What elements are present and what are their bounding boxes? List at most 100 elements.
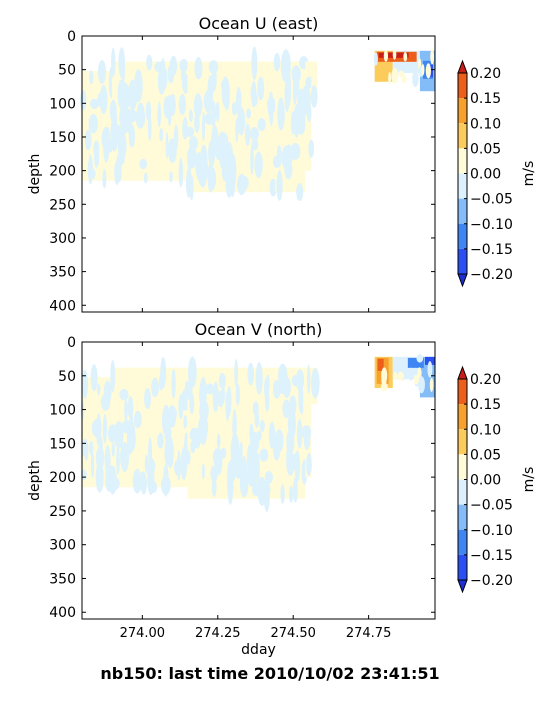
velocity-patch bbox=[167, 63, 175, 84]
colorbar-bin bbox=[458, 173, 467, 199]
y-tick-label: 100 bbox=[49, 96, 76, 112]
velocity-patch bbox=[257, 76, 265, 101]
velocity-patch bbox=[171, 368, 176, 399]
colorbar-bin bbox=[458, 504, 467, 530]
velocity-patch bbox=[90, 451, 95, 478]
velocity-patch bbox=[408, 367, 414, 381]
velocity-patch bbox=[108, 465, 117, 495]
velocity-patch bbox=[277, 97, 285, 131]
velocity-patch bbox=[163, 463, 169, 497]
velocity-patch bbox=[117, 131, 127, 160]
colorbar-bin bbox=[458, 198, 467, 224]
velocity-patch bbox=[280, 484, 285, 504]
colorbar-bin bbox=[458, 479, 467, 505]
velocity-patch bbox=[239, 441, 243, 461]
velocity-patch bbox=[418, 376, 425, 394]
velocity-patch bbox=[398, 70, 405, 78]
colorbar-label: m/s bbox=[521, 161, 537, 187]
panel-title: Ocean U (east) bbox=[199, 14, 319, 33]
velocity-patch bbox=[89, 70, 94, 85]
velocity-patch bbox=[218, 372, 226, 389]
velocity-patch bbox=[303, 425, 311, 451]
velocity-patch bbox=[232, 408, 237, 442]
colorbar-bin bbox=[458, 404, 467, 430]
velocity-patch bbox=[227, 387, 232, 413]
velocity-patch bbox=[102, 168, 107, 189]
velocity-patch bbox=[187, 160, 191, 176]
velocity-patch bbox=[98, 436, 103, 459]
velocity-patch bbox=[171, 408, 178, 419]
velocity-patch bbox=[216, 433, 221, 449]
velocity-patch bbox=[111, 442, 115, 457]
velocity-patch bbox=[292, 74, 297, 105]
velocity-patch bbox=[252, 91, 258, 107]
velocity-patch bbox=[119, 388, 129, 401]
velocity-patch bbox=[207, 74, 214, 104]
velocity-patch bbox=[257, 476, 267, 506]
velocity-patch bbox=[308, 139, 315, 158]
velocity-patch bbox=[96, 383, 101, 396]
velocity-patch bbox=[425, 63, 431, 79]
plot-frame bbox=[81, 341, 436, 620]
velocity-patch bbox=[287, 72, 291, 107]
velocity-patch bbox=[289, 485, 294, 503]
velocity-patch bbox=[249, 127, 260, 141]
colorbar-under-extension bbox=[457, 273, 468, 288]
velocity-patch bbox=[273, 52, 281, 72]
velocity-patch bbox=[88, 440, 94, 456]
colorbar-tick-label: 0.15 bbox=[470, 91, 501, 107]
velocity-patch bbox=[311, 367, 320, 399]
velocity-patch bbox=[288, 395, 297, 417]
velocity-patch bbox=[180, 67, 186, 82]
colorbar-tick-label: 0.05 bbox=[470, 141, 501, 157]
velocity-patch bbox=[143, 172, 148, 184]
x-tick-label: 274.25 bbox=[195, 626, 241, 641]
colorbar-tick-label: 0.20 bbox=[470, 372, 501, 388]
velocity-patch bbox=[102, 413, 108, 444]
velocity-patch bbox=[388, 72, 392, 85]
colorbar-tick-label: −0.15 bbox=[470, 548, 513, 564]
y-tick-label: 200 bbox=[49, 470, 76, 486]
velocity-patch bbox=[257, 117, 266, 132]
velocity-patch bbox=[381, 367, 388, 384]
velocity-patch bbox=[251, 46, 258, 81]
colorbar-bin bbox=[458, 123, 467, 149]
velocity-patch bbox=[252, 401, 259, 416]
velocity-patch bbox=[183, 415, 188, 429]
velocity-patch bbox=[391, 68, 399, 84]
velocity-patch bbox=[231, 101, 237, 116]
velocity-patch bbox=[95, 461, 104, 493]
velocity-patch bbox=[211, 477, 217, 498]
velocity-patch bbox=[149, 480, 158, 494]
velocity-patch bbox=[158, 60, 165, 81]
velocity-patch bbox=[135, 107, 146, 129]
velocity-patch bbox=[274, 429, 284, 453]
surface-flow-core bbox=[407, 357, 424, 368]
velocity-patch bbox=[416, 354, 424, 363]
velocity-patch bbox=[244, 123, 251, 146]
velocity-patch bbox=[306, 452, 312, 476]
figure-title: nb150: last time 2010/10/02 23:41:51 bbox=[100, 664, 440, 683]
velocity-patch bbox=[250, 431, 260, 454]
velocity-patch bbox=[272, 155, 281, 169]
velocity-patch bbox=[232, 449, 238, 462]
y-tick-label: 300 bbox=[49, 538, 76, 554]
velocity-patch bbox=[295, 369, 305, 392]
velocity-patch bbox=[201, 463, 205, 480]
velocity-patch bbox=[229, 167, 236, 198]
velocity-patch bbox=[124, 398, 128, 422]
velocity-patch bbox=[397, 371, 404, 381]
velocity-patch bbox=[185, 450, 191, 465]
colorbar-tick-label: 0.00 bbox=[470, 473, 501, 489]
velocity-patch bbox=[167, 144, 173, 155]
velocity-patch bbox=[139, 471, 147, 492]
velocity-patch bbox=[80, 400, 85, 420]
colorbar-over-extension bbox=[457, 365, 468, 380]
plot-area-1 bbox=[80, 35, 436, 313]
velocity-patch bbox=[254, 151, 263, 179]
velocity-patch bbox=[90, 364, 98, 392]
velocity-patch bbox=[272, 379, 281, 399]
velocity-patch bbox=[120, 441, 130, 473]
velocity-patch bbox=[250, 145, 254, 175]
velocity-patch bbox=[215, 101, 220, 122]
